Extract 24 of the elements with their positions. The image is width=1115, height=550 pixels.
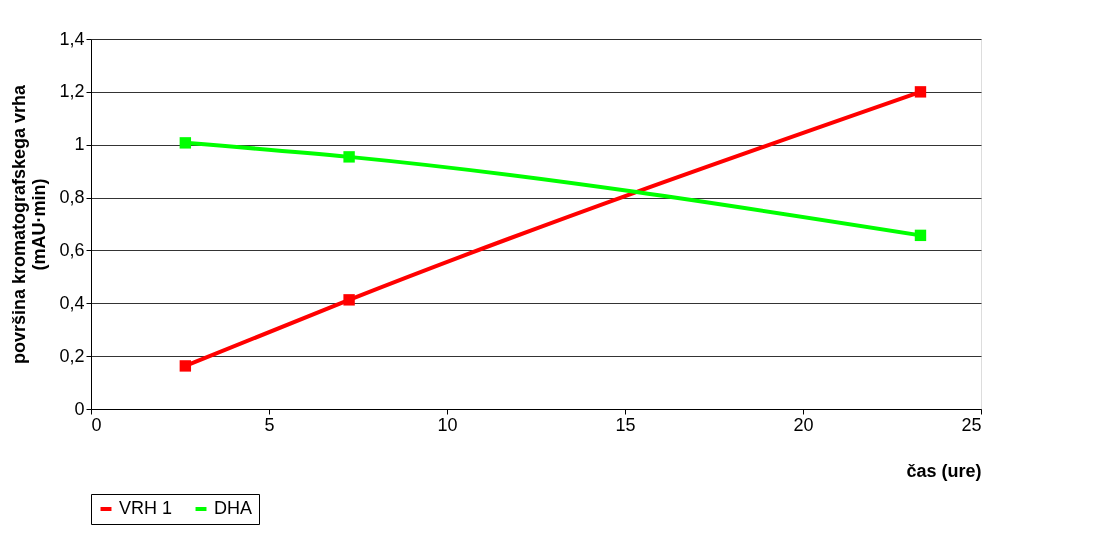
y-tick-label: 0,4 [59, 292, 85, 313]
legend-label: VRH 1 [119, 498, 173, 518]
legend-label: DHA [214, 498, 253, 518]
x-tick-label: 15 [615, 414, 636, 435]
point [914, 229, 927, 242]
y-tick-label: 1 [74, 134, 85, 155]
x-axis-title: čas (ure) [906, 460, 982, 481]
x-tick-label: 0 [91, 414, 102, 435]
point [179, 137, 192, 149]
y-tick-label: 0,8 [59, 187, 85, 208]
y-tick-label: 1,2 [59, 81, 85, 102]
y-tick-label: 0,6 [59, 239, 85, 260]
x-tick-label: 25 [961, 414, 982, 435]
y-axis-title: površina kromatografskega vrha (mAU·min) [9, 83, 50, 365]
y-tick-label: 0,2 [59, 345, 85, 366]
point [179, 360, 192, 372]
point [343, 151, 355, 163]
x-tick-label: 10 [437, 414, 458, 435]
point [343, 294, 355, 306]
y-tick-label: 1,4 [59, 28, 85, 49]
x-tick-label: 5 [264, 414, 275, 435]
y-tick-label: 0 [74, 398, 85, 419]
point [914, 86, 927, 98]
x-tick-label: 20 [793, 414, 814, 435]
